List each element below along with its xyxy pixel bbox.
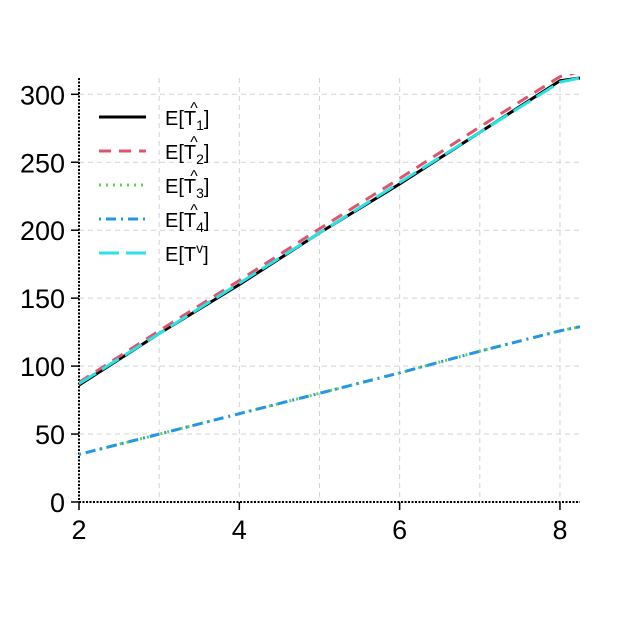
- legend: E[T1]^E[T2]^E[T3]^E[T4]^E[Tv]: [99, 100, 209, 266]
- series-line-5: [79, 76, 580, 386]
- y-tick-label: 50: [35, 420, 65, 450]
- legend-hat-2: ^: [190, 134, 198, 151]
- y-tick-label: 200: [20, 216, 65, 246]
- y-tick-label: 300: [20, 80, 65, 110]
- y-tick-label: 250: [20, 148, 65, 178]
- series-line-1: [79, 76, 580, 387]
- x-tick-label: 8: [552, 515, 567, 545]
- series-lines: [79, 74, 580, 456]
- legend-hat-1: ^: [190, 100, 198, 117]
- legend-label-4: E[T4]: [165, 210, 209, 235]
- series-line-4: [79, 325, 580, 456]
- y-tick-label: 150: [20, 284, 65, 314]
- legend-label-1: E[T1]: [165, 108, 209, 133]
- legend-label-3: E[T3]: [165, 176, 209, 201]
- legend-hat-4: ^: [190, 202, 198, 219]
- legend-hat-3: ^: [190, 168, 198, 185]
- y-tick-label: 100: [20, 352, 65, 382]
- x-tick-label: 2: [71, 515, 86, 545]
- legend-label-5: E[Tv]: [165, 240, 209, 266]
- grid-lines: [78, 78, 580, 503]
- axes: 2 4 6 8 0 50 100 150 200 250 300: [20, 78, 580, 545]
- x-tick-label: 4: [232, 515, 247, 545]
- legend-label-2: E[T2]: [165, 142, 209, 167]
- x-tick-label: 6: [392, 515, 407, 545]
- y-tick-label: 0: [50, 488, 65, 518]
- series-line-2: [79, 74, 577, 384]
